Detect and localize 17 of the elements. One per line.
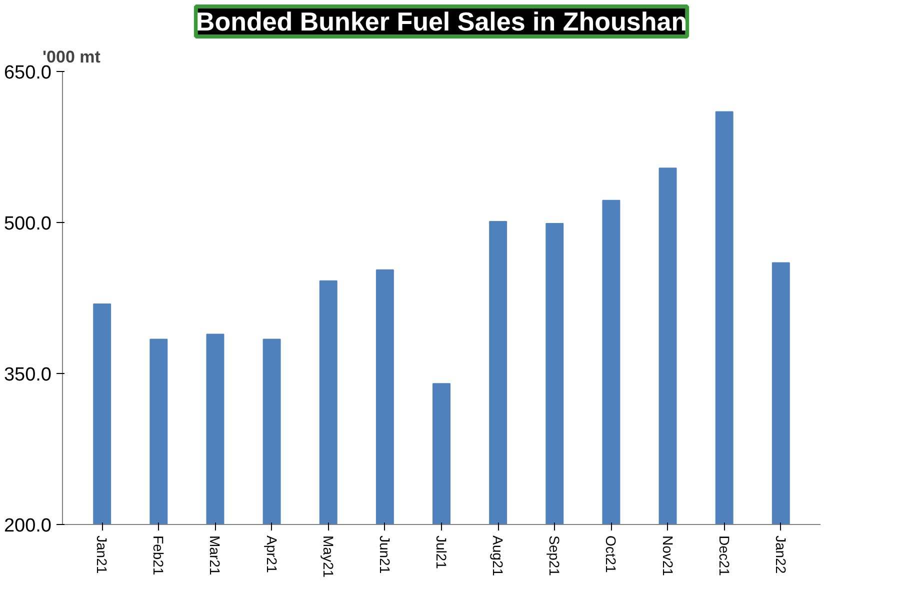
y-tick-label: 350.0 — [4, 364, 52, 386]
x-tick-label: Jul21 — [434, 536, 450, 570]
x-tick-label: Aug21 — [490, 536, 506, 576]
x-tick-label: Oct21 — [603, 536, 620, 574]
x-tick-label: May21 — [320, 536, 336, 578]
y-tick-label: 500.0 — [4, 214, 52, 234]
x-tick-label: Apr21 — [264, 536, 280, 574]
x-tick-label: Sep21 — [546, 536, 563, 576]
x-tick-label: Jan22 — [772, 536, 789, 574]
x-tick-label: Feb21 — [150, 536, 167, 576]
x-tick-label: Dec21 — [716, 536, 732, 576]
x-tick-label: Jan21 — [94, 536, 110, 574]
y-tick-label: 200.0 — [4, 516, 52, 536]
x-tick-label: Jun21 — [376, 536, 393, 574]
x-tick-label: Nov21 — [660, 536, 676, 576]
chart-title: Bonded Bunker Fuel Sales in Zhoushan — [196, 6, 688, 36]
x-tick-label: Mar21 — [207, 536, 224, 576]
